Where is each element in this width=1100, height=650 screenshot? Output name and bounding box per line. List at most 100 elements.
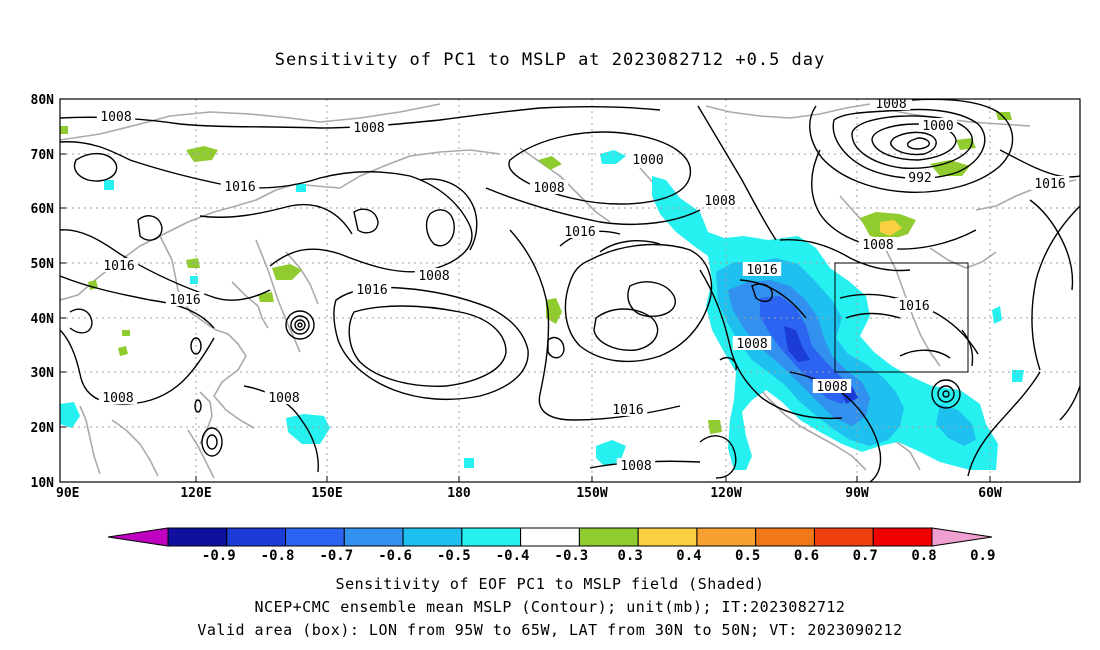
lon-label: 90E: [56, 486, 79, 501]
colorbar-label: 0.7: [853, 548, 878, 564]
contour-label-bg: [529, 180, 569, 194]
contour-label: 1008: [620, 459, 651, 474]
colorbar-label: 0.5: [735, 548, 760, 564]
contour-label-bg: [812, 379, 852, 393]
contour-label-bg: [99, 258, 139, 272]
contour-label-bg: [96, 109, 136, 123]
contour-label-bg: [608, 402, 648, 416]
colorbar-label: 0.8: [911, 548, 936, 564]
contour-label: 1000: [922, 119, 953, 134]
contour-label-bg: [700, 193, 740, 207]
latitude-labels: 80N 70N 60N 50N 40N 30N 20N 10N: [31, 93, 66, 491]
lat-label: 30N: [31, 366, 55, 381]
lon-label: 150E: [311, 486, 342, 501]
colorbar-bin: [226, 527, 287, 547]
colorbar-low-arrow: [107, 527, 169, 547]
contour-label: 1016: [612, 403, 643, 418]
contour-label-bg: [918, 118, 958, 132]
colorbar: -0.9 -0.8 -0.7 -0.6 -0.5 -0.4 -0.3 0.3 0.4 0.5 0.6…: [107, 527, 995, 564]
contour-label: 1000: [632, 153, 663, 168]
lat-label: 20N: [31, 421, 55, 436]
contour-label: 1016: [746, 263, 777, 278]
contour-label-bg: [858, 237, 898, 251]
colorbar-bin: [696, 527, 757, 547]
contour-label: 1008: [816, 380, 847, 395]
map-frame: [59, 98, 1081, 483]
chart-title: Sensitivity of PC1 to MSLP at 2023082712…: [274, 50, 826, 70]
colorbar-bin: [637, 527, 698, 547]
lat-label: 80N: [31, 93, 55, 108]
contour-label: 1008: [875, 97, 906, 112]
contour-label: 1008: [736, 337, 767, 352]
lon-label: 120W: [710, 486, 741, 501]
contour-label: 1016: [169, 293, 200, 308]
colorbar-label: -0.5: [437, 548, 471, 564]
lon-label: 120E: [180, 486, 211, 501]
colorbar-bin: [755, 527, 815, 547]
colorbar-bin: [578, 527, 639, 547]
contour-label-bg: [628, 152, 668, 166]
caption-valid-area: Valid area (box): LON from 95W to 65W, L…: [197, 621, 903, 639]
colorbar-label: -0.3: [555, 548, 589, 564]
contour-label: 1016: [898, 299, 929, 314]
contour-label-bg: [871, 99, 911, 110]
lat-label: 40N: [31, 312, 55, 327]
colorbar-bin: [813, 527, 874, 547]
contour-label-bg: [349, 120, 389, 134]
contour-label-bg: [616, 458, 656, 472]
colorbar-label: -0.8: [261, 548, 295, 564]
contour-label-bg: [732, 336, 772, 350]
colorbar-bin: [343, 527, 404, 547]
colorbar-bin: [520, 527, 580, 547]
colorbar-label: -0.9: [202, 548, 236, 564]
lon-label: 90W: [845, 486, 869, 501]
colorbar-label: -0.6: [378, 548, 412, 564]
contour-labels: 1008 1008 1016 1016 1016 1008 1008 1016 1008 1000…: [96, 97, 1070, 474]
contour-label-bg: [414, 268, 454, 282]
colorbar-bin: [167, 527, 228, 547]
contour-label: 1008: [533, 181, 564, 196]
caption-contour: NCEP+CMC ensemble mean MSLP (Contour); u…: [254, 598, 846, 616]
contour-label: 992: [908, 171, 931, 186]
contour-label-bg: [264, 390, 304, 404]
colorbar-label: 0.9: [970, 548, 995, 564]
colorbar-label: 0.4: [676, 548, 701, 564]
gridlines: [60, 99, 1080, 482]
lat-label: 10N: [31, 476, 55, 491]
caption-shading: Sensitivity of EOF PC1 to MSLP field (Sh…: [335, 575, 765, 593]
contour-label: 1016: [1034, 177, 1065, 192]
lat-label: 70N: [31, 148, 55, 163]
lon-label: 60W: [978, 486, 1002, 501]
lat-label: 50N: [31, 257, 55, 272]
colorbar-bin: [461, 527, 522, 547]
contour-label-bg: [352, 282, 392, 296]
contour-label: 1016: [224, 180, 255, 195]
lat-label: 60N: [31, 202, 55, 217]
contour-label: 1008: [268, 391, 299, 406]
contour-label-bg: [894, 298, 934, 312]
contour-label-bg: [1030, 176, 1070, 190]
longitude-labels: 90E 120E 150E 180 150W 120W 90W 60W: [56, 476, 1002, 501]
contour-label: 1016: [103, 259, 134, 274]
contour-label: 1016: [356, 283, 387, 298]
contour-label: 1016: [564, 225, 595, 240]
colorbar-high-arrow: [931, 527, 993, 547]
colorbar-bin: [872, 527, 933, 547]
contour-label: 1008: [704, 194, 735, 209]
colorbar-label: 0.6: [794, 548, 819, 564]
contour-label: 1008: [418, 269, 449, 284]
contour-label-bg: [165, 292, 205, 306]
contour-label: 1008: [102, 391, 133, 406]
contour-label-bg: [560, 224, 600, 238]
lon-label: 150W: [576, 486, 607, 501]
contour-label-bg: [220, 179, 260, 193]
contour-label: 1008: [862, 238, 893, 253]
contour-label: 1008: [100, 110, 131, 125]
contour-label-bg: [98, 390, 138, 404]
colorbar-label: -0.4: [496, 548, 530, 564]
colorbar-label: 0.3: [618, 548, 643, 564]
colorbar-label: -0.7: [319, 548, 353, 564]
colorbar-bin: [402, 527, 463, 547]
valid-area-box: [834, 262, 969, 373]
